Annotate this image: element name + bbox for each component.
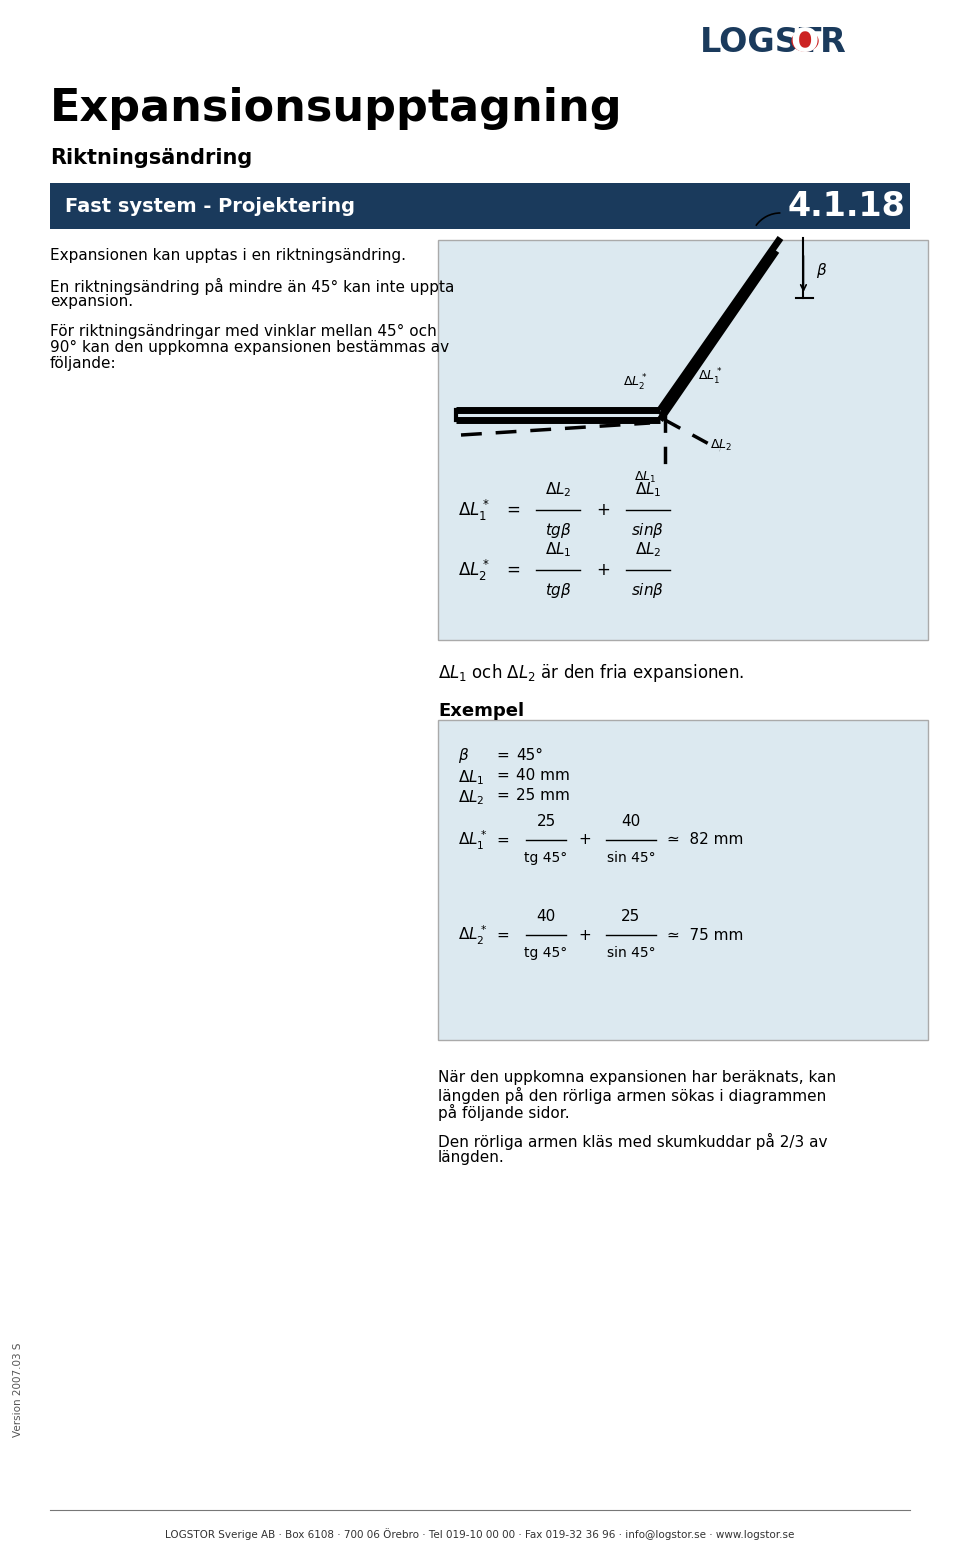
Text: $\Delta L_2^*$: $\Delta L_2^*$ [458,923,488,946]
Text: När den uppkomna expansionen har beräknats, kan: När den uppkomna expansionen har beräkna… [438,1070,836,1085]
Text: expansion.: expansion. [50,294,133,310]
Text: Expansionen kan upptas i en riktningsändring.: Expansionen kan upptas i en riktningsänd… [50,249,406,263]
Text: =: = [496,748,509,763]
Text: Den rörliga armen kläs med skumkuddar på 2/3 av: Den rörliga armen kläs med skumkuddar på… [438,1132,828,1150]
Text: 25 mm: 25 mm [516,788,570,802]
Text: längden.: längden. [438,1150,505,1165]
Text: $sin\beta$: $sin\beta$ [632,580,664,601]
Text: LOGSTOR Sverige AB · Box 6108 · 700 06 Örebro · Tel 019-10 00 00 · Fax 019-32 36: LOGSTOR Sverige AB · Box 6108 · 700 06 Ö… [165,1528,795,1541]
Text: Riktningsändring: Riktningsändring [50,149,252,167]
Text: +: + [578,927,590,943]
Text: $\Delta L_1$: $\Delta L_1$ [635,480,661,499]
Text: $\Delta L_2$: $\Delta L_2$ [710,438,732,452]
Text: $sin\beta$: $sin\beta$ [632,521,664,540]
Text: 45°: 45° [516,748,543,763]
Text: $\Delta L_2$: $\Delta L_2$ [544,480,571,499]
Text: =: = [506,561,520,579]
Text: $\Delta L_1^*$: $\Delta L_1^*$ [458,497,490,522]
Text: tg 45°: tg 45° [524,851,567,865]
Text: $\Delta L_1$ och $\Delta L_2$ är den fria expansionen.: $\Delta L_1$ och $\Delta L_2$ är den fri… [438,662,744,683]
Text: =: = [496,788,509,802]
Text: $\Delta L_1$: $\Delta L_1$ [544,540,571,558]
Text: 40 mm: 40 mm [516,768,570,784]
Text: 40: 40 [537,909,556,924]
Text: på följande sidor.: på följande sidor. [438,1104,569,1121]
Text: $tg\beta$: $tg\beta$ [544,521,571,540]
Text: 90° kan den uppkomna expansionen bestämmas av: 90° kan den uppkomna expansionen bestämm… [50,339,449,355]
Text: O: O [791,25,819,58]
Text: $\Delta L_2$: $\Delta L_2$ [635,540,661,558]
Bar [438,239,928,640]
Text: $\Delta L_1$: $\Delta L_1$ [458,768,485,787]
Text: $\Delta L_2^*$: $\Delta L_2^*$ [623,372,647,393]
Text: +: + [596,500,610,519]
Text: Exempel: Exempel [438,702,524,719]
Text: LOGST: LOGST [700,25,823,58]
Text: ≃  75 mm: ≃ 75 mm [667,927,743,943]
Text: $\Delta L_1$: $\Delta L_1$ [634,471,656,485]
Text: Expansionsupptagning: Expansionsupptagning [50,86,623,130]
Text: β: β [458,748,468,763]
Text: För riktningsändringar med vinklar mellan 45° och: För riktningsändringar med vinklar mella… [50,324,437,339]
Text: =: = [496,832,509,848]
Bar [438,719,928,1040]
Text: längden på den rörliga armen sökas i diagrammen: längden på den rörliga armen sökas i dia… [438,1087,827,1104]
Text: 25: 25 [537,813,556,829]
Text: =: = [506,500,520,519]
Text: =: = [496,927,509,943]
Text: sin 45°: sin 45° [607,851,656,865]
Text: R: R [820,25,846,58]
Text: sin 45°: sin 45° [607,946,656,960]
Text: $\Delta L_2$: $\Delta L_2$ [458,788,485,807]
Text: 4.1.18: 4.1.18 [787,189,905,222]
Text: tg 45°: tg 45° [524,946,567,960]
Text: =: = [496,768,509,784]
Text: +: + [596,561,610,579]
Text: $tg\beta$: $tg\beta$ [544,580,571,601]
Text: ≃  82 mm: ≃ 82 mm [667,832,743,848]
Text: Version 2007.03 S: Version 2007.03 S [13,1343,23,1437]
Text: $\Delta L_1^*$: $\Delta L_1^*$ [698,368,722,386]
Text: $\Delta L_2^*$: $\Delta L_2^*$ [458,557,490,582]
Text: Fast system - Projektering: Fast system - Projektering [65,197,355,216]
Text: β: β [816,263,827,278]
Text: 40: 40 [621,813,640,829]
Text: En riktningsändring på mindre än 45° kan inte uppta: En riktningsändring på mindre än 45° kan… [50,278,454,296]
Ellipse shape [792,31,818,52]
Text: +: + [578,832,590,848]
Text: $\Delta L_1^*$: $\Delta L_1^*$ [458,829,488,852]
Text: följande:: följande: [50,357,116,371]
Bar [50,183,910,228]
Text: 25: 25 [621,909,640,924]
